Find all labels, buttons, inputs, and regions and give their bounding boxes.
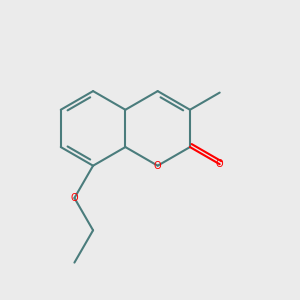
Text: O: O xyxy=(216,159,224,169)
Text: O: O xyxy=(70,193,78,203)
Text: O: O xyxy=(154,161,161,171)
